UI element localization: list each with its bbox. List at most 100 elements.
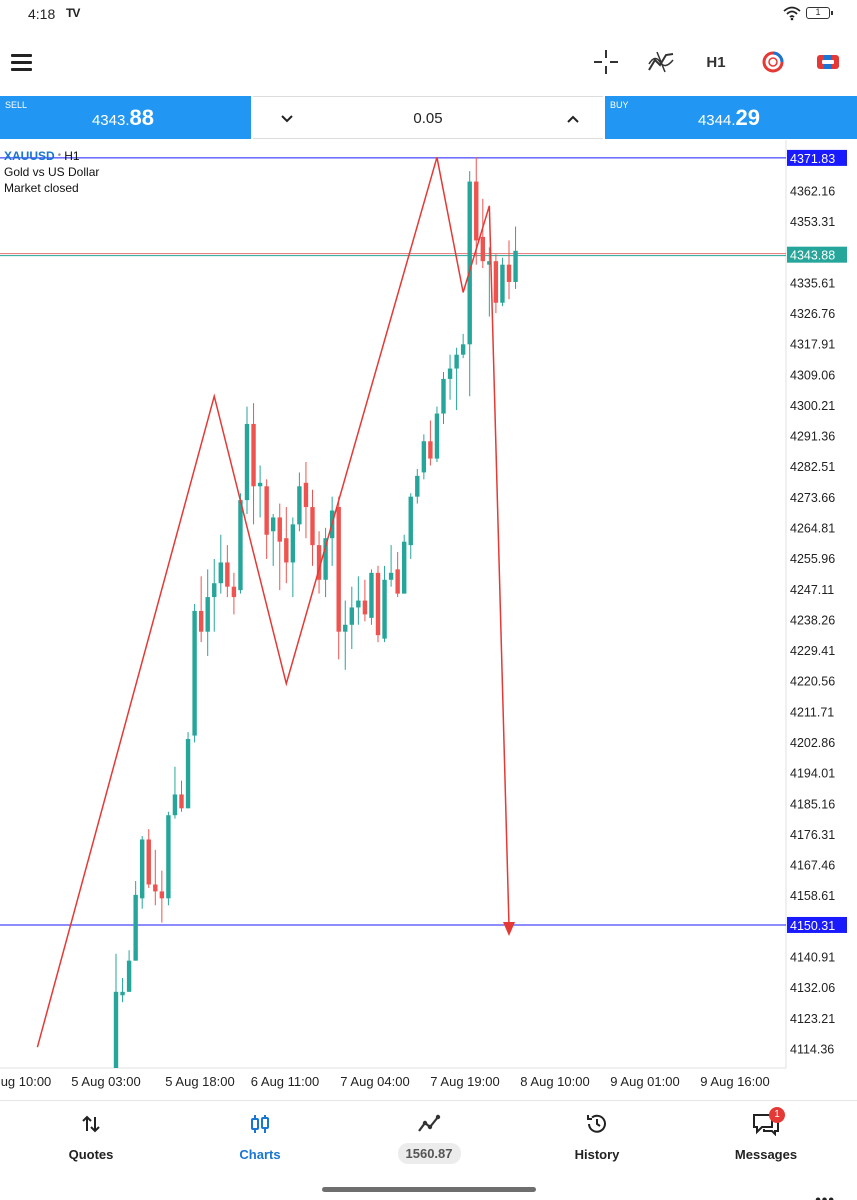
nav-messages-label: Messages bbox=[734, 1147, 798, 1162]
nav-messages[interactable]: 1 Messages bbox=[711, 1107, 821, 1162]
messages-badge: 1 bbox=[769, 1107, 785, 1123]
home-indicator bbox=[322, 1187, 536, 1192]
price-tick-label: 4238.26 bbox=[790, 613, 835, 627]
price-tick-label: 4282.51 bbox=[790, 460, 835, 474]
indicator-icon bbox=[648, 51, 674, 73]
price-tick-label: 4176.31 bbox=[790, 828, 835, 842]
chevron-down-icon[interactable] bbox=[277, 109, 297, 129]
price-tick-label: 4132.06 bbox=[790, 981, 835, 995]
timeframe-button[interactable]: H1 bbox=[706, 53, 726, 71]
status-time: 4:18 bbox=[28, 6, 56, 22]
volume-input[interactable]: 0.05 bbox=[413, 110, 443, 127]
bull-candle bbox=[421, 441, 427, 473]
bear-candle bbox=[277, 517, 282, 542]
chart-area[interactable]: 4362.16 4353.31 4335.61 4326.76 4317.91 4309.… bbox=[0, 140, 857, 1200]
price-tick-label: 4220.56 bbox=[790, 675, 835, 689]
bull-candle bbox=[415, 475, 420, 497]
nav-history[interactable]: History bbox=[542, 1111, 652, 1162]
price-chart[interactable]: 4362.16 4353.31 4335.61 4326.76 4317.91 4309.… bbox=[0, 140, 857, 1100]
price-tick-label: 4140.91 bbox=[790, 951, 835, 965]
bull-candle bbox=[487, 261, 492, 265]
wave-pattern-drawing[interactable] bbox=[36, 157, 510, 1048]
time-tick-label: 6 Aug 11:00 bbox=[251, 1074, 319, 1089]
lower-line-price-badge-bg bbox=[787, 916, 847, 933]
bull-candle bbox=[323, 538, 328, 580]
arrow-head bbox=[503, 922, 515, 937]
arrows-up-down-icon bbox=[82, 1115, 100, 1133]
sell-price: 4343.88 bbox=[91, 105, 154, 130]
sell-button[interactable]: SELL 4343.88 bbox=[0, 96, 251, 139]
bull-candle bbox=[402, 541, 407, 594]
bull-candle bbox=[467, 181, 472, 345]
bear-candle bbox=[284, 538, 289, 563]
bull-candle bbox=[434, 413, 440, 459]
bull-candle bbox=[513, 250, 518, 282]
price-tick-label: 4247.11 bbox=[790, 583, 834, 597]
bear-candle bbox=[310, 507, 315, 546]
price-tick-label: 4335.61 bbox=[790, 276, 835, 290]
price-tick-label: 4291.36 bbox=[790, 430, 835, 444]
crosshair-button[interactable] bbox=[590, 46, 622, 78]
bear-candle bbox=[179, 794, 184, 809]
price-tick-label: 4309.06 bbox=[790, 368, 835, 382]
bear-candle bbox=[480, 236, 485, 262]
buy-button[interactable]: BUY 4344.29 bbox=[605, 96, 857, 139]
price-tick-label: 4158.61 bbox=[790, 889, 835, 903]
bottom-nav: Quotes Charts 1560.87 Hist bbox=[0, 1100, 857, 1200]
trade-icon bbox=[817, 55, 839, 69]
bear-candle bbox=[231, 586, 237, 598]
price-tick-label: 4211.71 bbox=[790, 705, 834, 719]
nav-trade[interactable]: 1560.87 bbox=[374, 1111, 484, 1164]
nav-quotes-label: Quotes bbox=[68, 1147, 114, 1162]
nav-charts[interactable]: Charts bbox=[205, 1111, 315, 1162]
chevron-up-icon[interactable] bbox=[563, 109, 583, 129]
symbol-info: XAUUSD • H1 Gold vs US Dollar Market clo… bbox=[4, 149, 100, 195]
price-tick-label: 4255.96 bbox=[790, 552, 835, 566]
time-tick-label: 5 Aug 03:00 bbox=[71, 1074, 140, 1089]
menu-button[interactable] bbox=[10, 50, 34, 74]
trade-button[interactable] bbox=[812, 46, 844, 78]
bear-candle bbox=[316, 545, 322, 580]
time-tick-label: 9 Aug 01:00 bbox=[610, 1074, 679, 1089]
bear-candle bbox=[198, 610, 204, 632]
price-tick-label: 4167.46 bbox=[790, 859, 835, 873]
symbol-name: XAUUSD bbox=[4, 149, 55, 163]
upper-line-price-badge-bg bbox=[787, 149, 847, 166]
trade-bar: SELL 4343.88 0.05 BUY 4344.29 bbox=[0, 96, 857, 139]
drawing-objects-icon bbox=[762, 51, 784, 73]
status-bar: 4:18 TV 1 bbox=[0, 0, 857, 30]
bull-candle bbox=[120, 991, 125, 996]
objects-button[interactable] bbox=[757, 46, 789, 78]
price-tick-label: 4353.31 bbox=[790, 215, 835, 229]
nav-charts-label: Charts bbox=[239, 1147, 281, 1162]
price-tick-label: 4185.16 bbox=[790, 797, 835, 811]
bear-candle bbox=[506, 264, 512, 282]
price-tick-label: 4229.41 bbox=[790, 644, 835, 658]
price-tick-label: 4194.01 bbox=[790, 767, 835, 781]
bull-candle bbox=[244, 423, 250, 501]
lower-line-price-badge: 4150.31 bbox=[790, 919, 835, 933]
buy-price: 4344.29 bbox=[697, 105, 760, 130]
bull-candle bbox=[140, 839, 145, 899]
bull-candle bbox=[238, 500, 243, 591]
current-price-badge: 4343.88 bbox=[790, 249, 835, 263]
price-tick-label: 4300.21 bbox=[790, 399, 835, 413]
bull-candle bbox=[460, 344, 466, 355]
buy-label: BUY bbox=[610, 100, 629, 110]
bull-candle bbox=[454, 354, 459, 369]
more-options-icon[interactable]: ••• bbox=[815, 1192, 835, 1200]
price-tick-label: 4273.66 bbox=[790, 491, 835, 505]
symbol-timeframe: H1 bbox=[64, 149, 80, 163]
price-tick-label: 4264.81 bbox=[790, 521, 835, 535]
wifi-icon bbox=[783, 6, 801, 21]
bull-candle bbox=[133, 894, 138, 961]
bull-candle bbox=[388, 572, 394, 580]
market-status: Market closed bbox=[4, 181, 79, 195]
time-tick-label: 7 Aug 04:00 bbox=[340, 1074, 409, 1089]
indicator-button[interactable] bbox=[645, 46, 677, 78]
price-tick-label: 4202.86 bbox=[790, 736, 835, 750]
nav-quotes[interactable]: Quotes bbox=[36, 1111, 146, 1162]
price-tick-label: 4362.16 bbox=[790, 184, 835, 198]
volume-control: 0.05 bbox=[253, 96, 603, 139]
price-tick-label: 4114.36 bbox=[790, 1042, 834, 1056]
